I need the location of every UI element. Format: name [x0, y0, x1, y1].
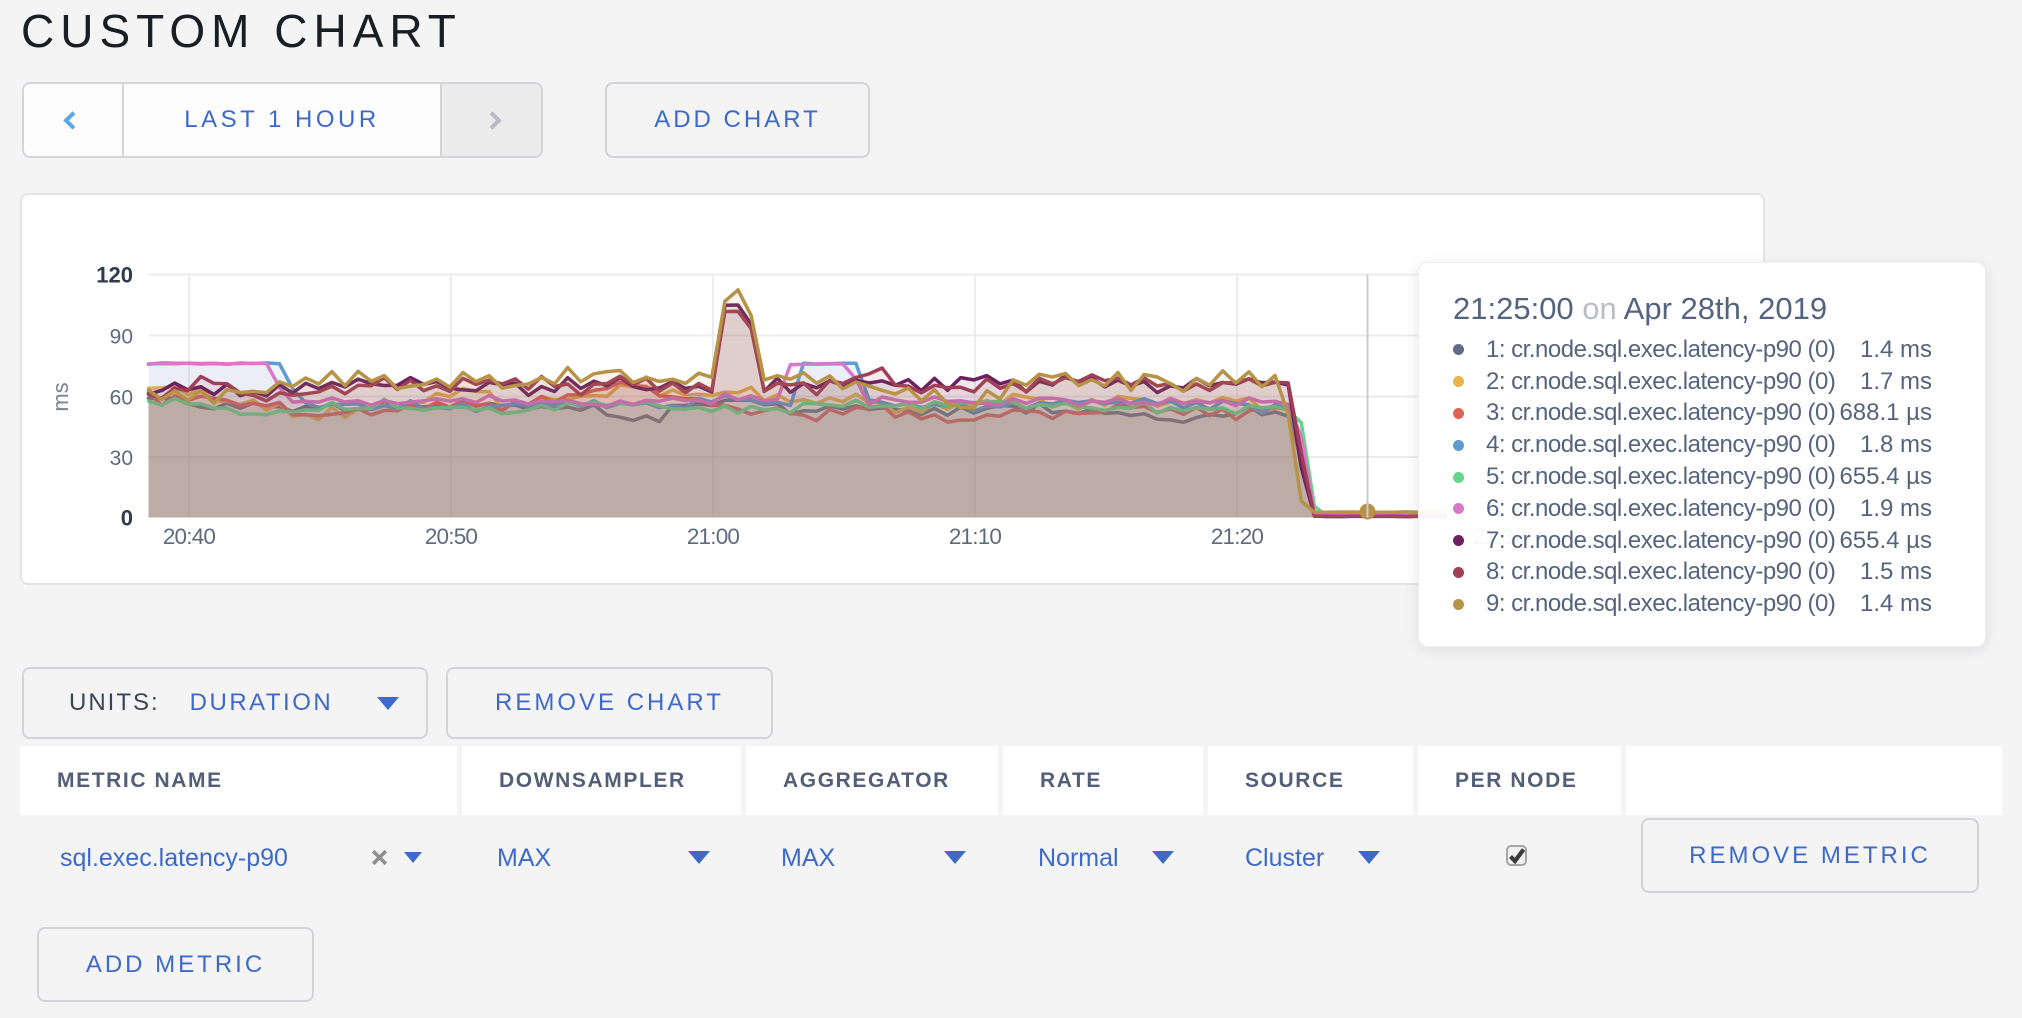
svg-text:120: 120	[96, 263, 133, 288]
svg-text:30: 30	[110, 447, 133, 470]
svg-text:21:20: 21:20	[1211, 524, 1264, 549]
svg-text:0: 0	[121, 506, 133, 531]
svg-text:21:00: 21:00	[687, 524, 740, 549]
svg-text:20:50: 20:50	[425, 524, 478, 549]
svg-text:60: 60	[110, 387, 133, 410]
svg-text:ms: ms	[48, 382, 73, 411]
svg-text:21:10: 21:10	[949, 524, 1002, 549]
svg-text:20:40: 20:40	[163, 524, 216, 549]
svg-text:90: 90	[110, 326, 133, 349]
